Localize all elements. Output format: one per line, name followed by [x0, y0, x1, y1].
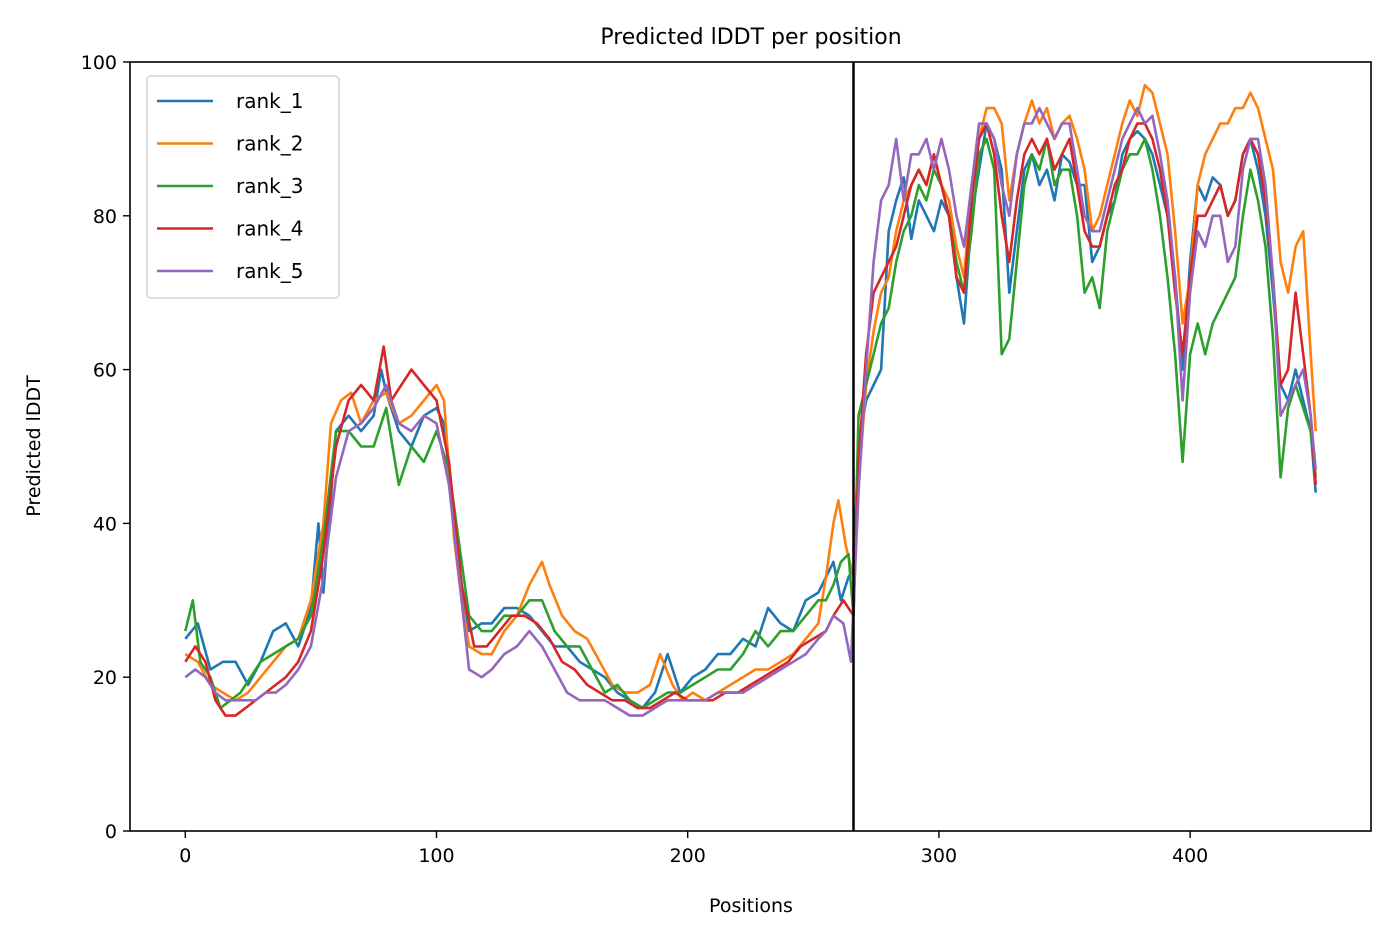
x-tick-label: 400 [1172, 845, 1208, 867]
plot-area [129, 61, 1372, 832]
plot-frame [129, 61, 1372, 832]
y-axis: 0 20 40 60 80 100 [81, 52, 130, 843]
x-tick-label: 300 [921, 845, 957, 867]
legend-box [146, 75, 340, 299]
legend-label: rank_1 [236, 89, 303, 113]
y-tick-label: 20 [93, 667, 117, 689]
legend: rank_1 rank_2 rank_3 rank_4 rank_5 [146, 75, 340, 299]
y-tick-label: 100 [81, 52, 117, 74]
x-tick-label: 100 [418, 845, 454, 867]
y-tick-label: 0 [105, 821, 117, 843]
x-axis-label: Positions [709, 895, 793, 917]
x-tick-label: 0 [179, 845, 191, 867]
x-tick-label: 200 [670, 845, 706, 867]
legend-label: rank_4 [236, 217, 303, 241]
y-tick-label: 40 [93, 513, 117, 535]
chart-title: Predicted lDDT per position [600, 25, 901, 50]
series-line-rank-4 [184, 122, 1317, 717]
y-axis-label: Predicted lDDT [23, 375, 45, 517]
legend-label: rank_3 [236, 174, 303, 198]
series-line-rank-1 [184, 122, 1317, 710]
series-line-rank-5 [184, 106, 1317, 717]
legend-label: rank_2 [236, 132, 303, 156]
legend-label: rank_5 [236, 259, 303, 283]
x-axis: 0 100 200 300 400 [179, 831, 1208, 867]
series-lines [184, 83, 1317, 717]
y-tick-label: 60 [93, 360, 117, 382]
y-tick-label: 80 [93, 206, 117, 228]
